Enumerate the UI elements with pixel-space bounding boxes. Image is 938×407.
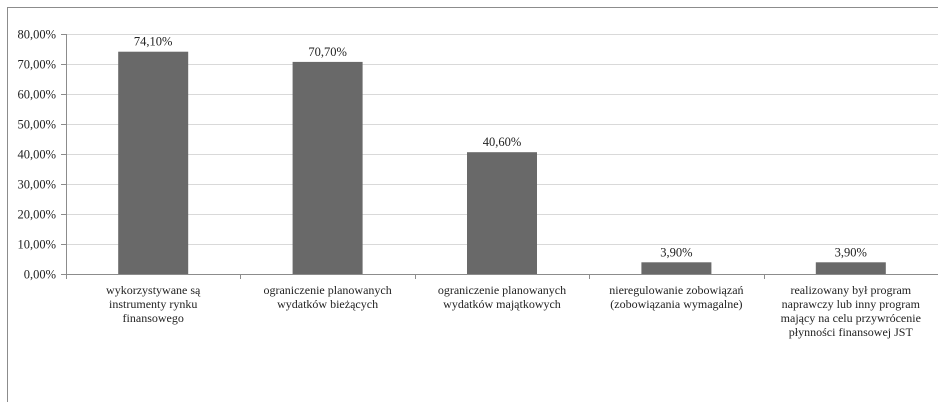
x-tick-label-line: płynności finansowej JST	[789, 325, 914, 339]
y-tick-label: 0,00%	[24, 268, 56, 282]
data-label: 74,10%	[134, 35, 173, 49]
bar	[816, 262, 886, 274]
bar	[641, 262, 711, 274]
y-tick-label: 20,00%	[17, 208, 56, 222]
y-tick-label: 30,00%	[17, 178, 56, 192]
data-label: 70,70%	[308, 45, 347, 59]
x-tick-label-line: ograniczenie planowanych	[263, 283, 391, 297]
x-tick-label-line: nieregulowanie zobowiązań	[609, 283, 743, 297]
bar	[118, 52, 188, 274]
x-tick-label-line: instrumenty rynku	[109, 297, 197, 311]
y-tick-label: 50,00%	[17, 118, 56, 132]
bar	[467, 152, 537, 274]
y-tick-label: 60,00%	[17, 88, 56, 102]
data-label: 3,90%	[835, 245, 867, 259]
x-tick-label-line: realizowany był program	[790, 283, 911, 297]
x-tick-label-line: naprawczy lub inny program	[782, 297, 921, 311]
x-tick-label-line: finansowego	[123, 311, 184, 325]
y-tick-label: 70,00%	[17, 58, 56, 72]
x-tick-label-line: wydatków majątkowych	[443, 297, 561, 311]
data-label: 40,60%	[483, 135, 522, 149]
x-tick-label: nieregulowanie zobowiązań(zobowiązania w…	[609, 283, 743, 311]
bar	[293, 62, 363, 274]
data-label: 3,90%	[660, 245, 692, 259]
x-tick-label-line: mający na celu przywrócenie	[781, 311, 921, 325]
y-tick-label: 10,00%	[17, 238, 56, 252]
x-tick-label-line: wykorzystywane są	[106, 283, 201, 297]
x-tick-label-line: ograniczenie planowanych	[438, 283, 566, 297]
x-tick-label-line: wydatków bieżących	[277, 297, 378, 311]
x-tick-label-line: (zobowiązania wymagalne)	[610, 297, 742, 311]
y-tick-label: 80,00%	[17, 28, 56, 42]
y-tick-label: 40,00%	[17, 148, 56, 162]
